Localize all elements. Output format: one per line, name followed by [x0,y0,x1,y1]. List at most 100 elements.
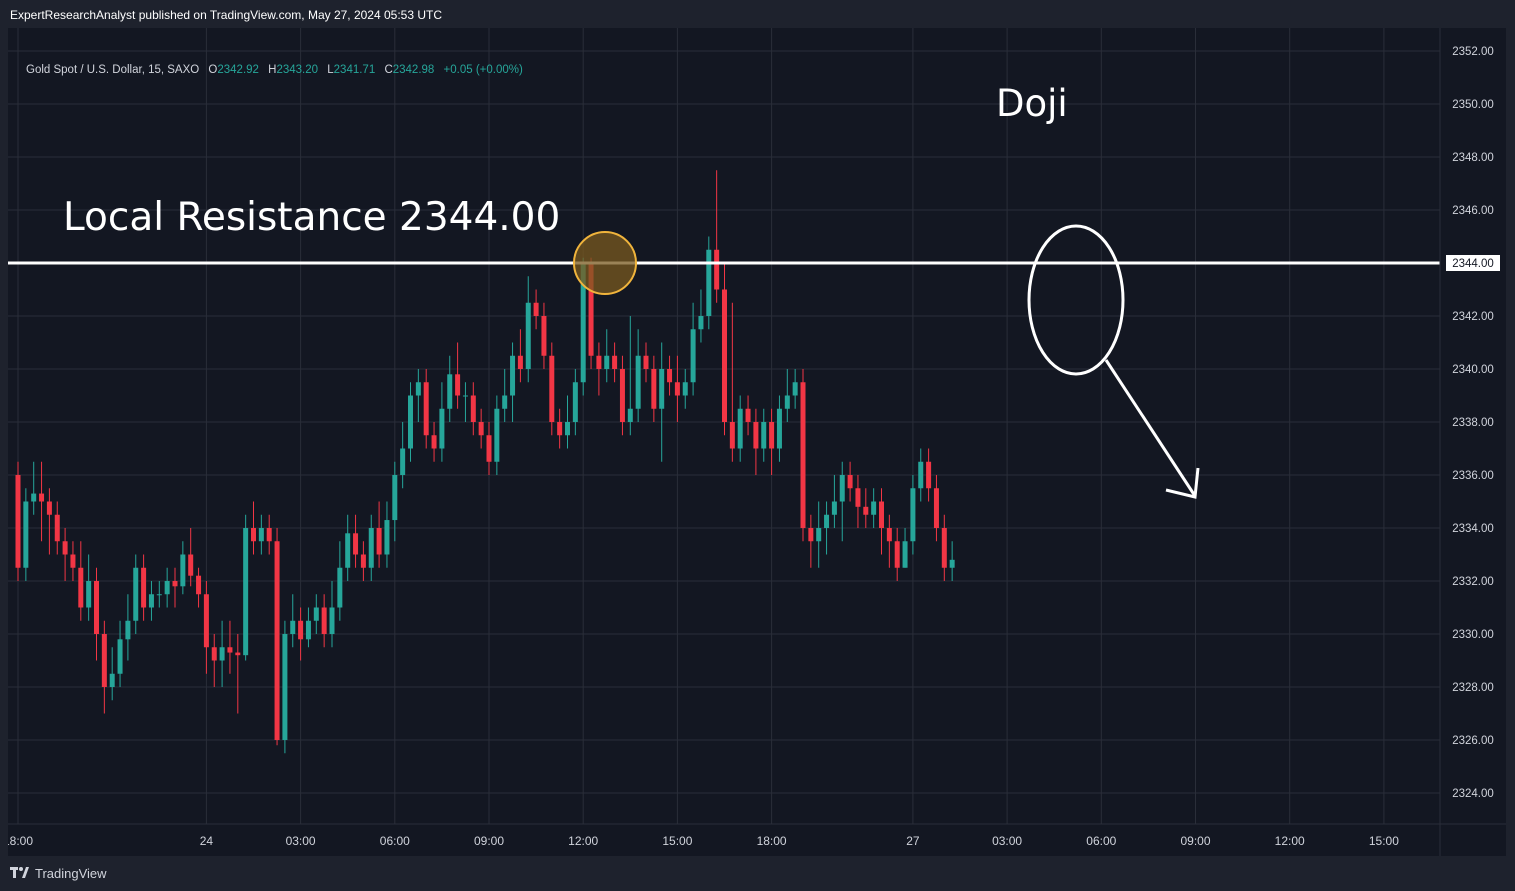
low-value: 2341.71 [333,64,376,76]
candle-body [808,528,814,542]
y-tick-label: 2336.00 [1452,470,1494,482]
candle-body [455,374,461,396]
chart-canvas[interactable]: Local Resistance 2344.00 Doji 2324.00 2326… [8,28,1506,856]
candle-body [376,528,382,555]
candle-body [203,594,209,648]
candle-body [690,329,696,383]
candle-body [604,355,610,369]
price-tag-label: 2344.00 [1452,258,1494,270]
candle-body [125,620,131,640]
candle-body [266,528,272,542]
candle-body [619,369,625,422]
y-tick-label: 2324.00 [1452,788,1494,800]
candle-body [117,639,123,674]
candle-body [400,448,406,475]
x-tick-label: 09:00 [474,834,504,848]
candle-body [588,263,594,356]
candle-body [23,501,29,568]
candle-body [941,528,947,568]
candle-body [525,302,531,369]
candle-body [753,422,759,449]
candle-body [164,581,170,595]
candle-body [879,501,884,528]
candle-body [423,382,429,436]
candle-body [902,541,908,568]
candle-body [243,528,249,656]
candle-body [667,369,673,383]
candle-body [337,567,343,608]
y-tick-label: 2338.00 [1452,417,1494,429]
candle-body [627,408,633,422]
symbol-label: Gold Spot / U.S. Dollar, 15, SAXO [26,64,200,76]
x-tick-label: 15:00 [1369,834,1399,848]
candle-body [282,634,288,740]
candle-body [580,263,586,383]
x-tick-label: 24 [200,834,214,848]
candle-body [141,567,147,608]
candle-body [251,528,256,542]
y-tick-label: 2340.00 [1452,364,1494,376]
candle-body [227,647,233,653]
candle-body [39,493,45,502]
candle-body [31,493,37,502]
candle-body [392,475,398,521]
candle-body [321,607,327,634]
y-tick-label: 2342.00 [1452,311,1494,323]
candle-body [180,554,186,587]
candle-body [541,316,547,356]
chart-pane[interactable]: Local Resistance 2344.00 Doji 2324.00 2326… [8,28,1506,856]
y-tick-label: 2352.00 [1452,46,1494,58]
candle-body [729,422,735,449]
candle-body [612,355,618,369]
footer: TradingView [10,864,107,882]
candle-body [792,382,798,396]
y-tick-label: 2332.00 [1452,576,1494,588]
doji-highlight-ellipse [1027,224,1125,376]
candle-body [133,567,139,621]
candle-body [360,554,366,568]
candle-body [62,541,68,555]
x-tick-label: 12:00 [568,834,598,848]
candle-body [918,461,924,489]
candle-body [698,316,704,330]
candle-body [86,581,92,608]
candle-body [70,554,76,568]
candle-body [109,673,115,687]
candle-body [784,395,790,409]
candle-body [839,475,845,502]
open-label: O [208,64,218,76]
candle-body [313,607,319,621]
footer-brand: TradingView [35,865,107,881]
candle-body [910,488,916,542]
candle-body [486,435,492,462]
candle-body [101,634,107,687]
candle-body [894,541,900,568]
x-tick-label: 18:00 [757,834,787,848]
candle-body [949,559,955,568]
candle-body [502,395,508,409]
candle-body [659,369,665,409]
candle-body [816,528,822,542]
candle-body [172,581,178,587]
ohlc-legend: Gold Spot / U.S. Dollar, 15, SAXO O2342.… [26,62,523,78]
candle-body [674,382,680,396]
candle-body [353,533,359,555]
candle-body [15,475,21,568]
candle-body [219,647,225,661]
x-tick-label: 09:00 [1180,834,1210,848]
change-value: +0.05 (+0.00%) [443,64,523,76]
candle-body [439,408,445,449]
candle-body [565,422,570,436]
candle-body [274,541,280,740]
x-tick-label: 06:00 [1086,834,1116,848]
candle-body [745,408,751,422]
candle-body [510,355,516,396]
candle-body [305,620,311,640]
tradingview-logo-icon [10,867,29,878]
annotations: Local Resistance 2344.00 Doji [8,82,1440,499]
candle-body [855,488,861,507]
x-tick-label: 03:00 [992,834,1022,848]
candle-body [290,620,296,634]
candle-body [847,475,853,489]
candle-body [651,369,657,409]
